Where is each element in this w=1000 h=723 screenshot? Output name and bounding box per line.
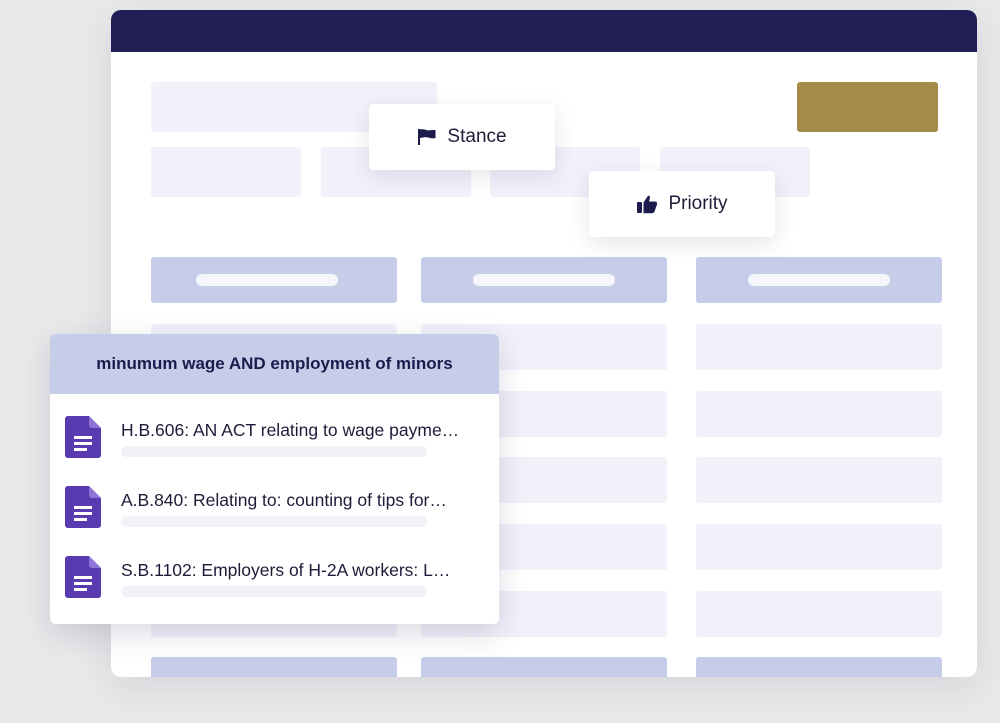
table-cell[interactable] [696,457,942,503]
table-header-col-2[interactable] [421,257,667,303]
header-label-bar [473,274,615,286]
result-item[interactable]: A.B.840: Relating to: counting of tips f… [50,486,499,546]
result-title[interactable]: H.B.606: AN ACT relating to wage payme… [121,420,460,440]
header-label-bar [748,274,890,286]
result-title[interactable]: S.B.1102: Employers of H-2A workers: L… [121,560,451,580]
filter-placeholder-1[interactable] [151,147,301,197]
priority-chip[interactable]: Priority [589,171,775,237]
result-title[interactable]: A.B.840: Relating to: counting of tips f… [121,490,447,510]
stance-chip[interactable]: Stance [369,104,555,170]
table-cell[interactable] [696,391,942,437]
result-item[interactable]: H.B.606: AN ACT relating to wage payme… [50,416,499,476]
result-meta-placeholder [121,586,427,597]
result-meta-placeholder [121,446,427,457]
search-query-header: minumum wage AND employment of minors [50,334,499,394]
search-results-card: minumum wage AND employment of minors H.… [50,334,499,624]
app-titlebar [111,10,977,52]
flag-icon [417,128,437,146]
priority-label: Priority [668,193,728,214]
result-meta-placeholder [121,516,427,527]
thumbs-up-icon [636,194,658,214]
primary-action-button[interactable] [797,82,938,132]
header-label-bar [196,274,338,286]
table-footer-cell [151,657,397,677]
table-footer-cell [696,657,942,677]
table-cell[interactable] [696,324,942,370]
table-footer-cell [421,657,667,677]
document-icon [65,416,101,463]
stance-label: Stance [447,126,507,147]
document-icon [65,556,101,603]
table-cell[interactable] [696,524,942,570]
table-header-col-3[interactable] [696,257,942,303]
table-header-col-1[interactable] [151,257,397,303]
table-cell[interactable] [696,591,942,637]
document-icon [65,486,101,533]
search-query-text: minumum wage AND employment of minors [96,354,453,373]
result-item[interactable]: S.B.1102: Employers of H-2A workers: L… [50,556,499,616]
